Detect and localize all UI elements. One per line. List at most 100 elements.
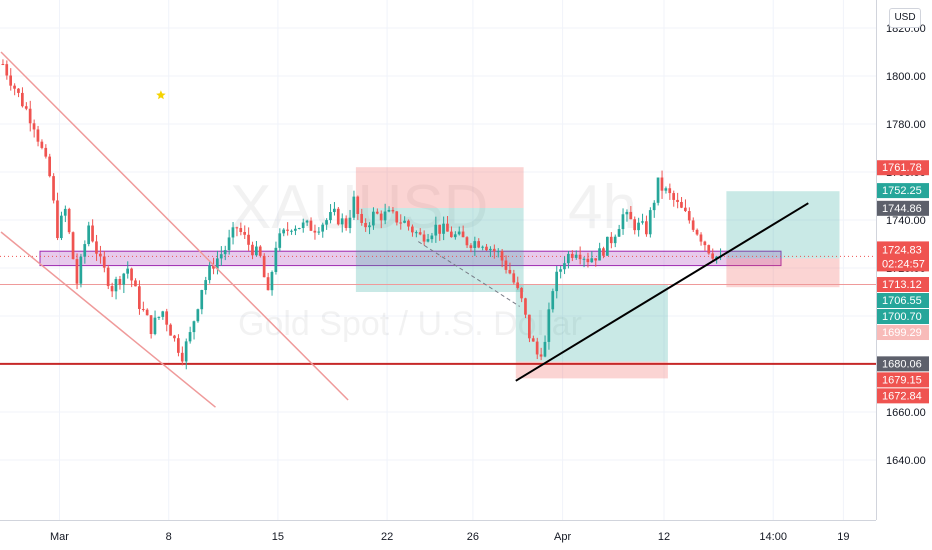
candle-body bbox=[329, 212, 332, 221]
candle-body bbox=[219, 254, 223, 259]
symbol-watermark: XAUUSD 4h Gold Spot / U.S. Dollar bbox=[230, 173, 637, 343]
profit-zone[interactable] bbox=[355, 208, 524, 292]
candle-body bbox=[648, 210, 652, 235]
candle-body bbox=[438, 224, 441, 234]
trend-drawings[interactable] bbox=[0, 51, 809, 408]
loss-zone[interactable] bbox=[515, 361, 668, 379]
price-axis-bg bbox=[876, 0, 932, 550]
candle-body bbox=[481, 246, 484, 248]
candle-body bbox=[297, 228, 301, 230]
candle-body bbox=[473, 241, 477, 248]
price-tag bbox=[877, 388, 929, 404]
channel-line[interactable] bbox=[0, 231, 216, 408]
candle-body bbox=[637, 222, 640, 231]
candle-body bbox=[695, 229, 699, 235]
candle-body bbox=[621, 214, 625, 230]
currency-button[interactable]: USD bbox=[889, 8, 921, 28]
candle-body bbox=[192, 321, 196, 333]
candle-body bbox=[539, 354, 543, 357]
candle-body bbox=[512, 273, 516, 283]
horizontal-lines[interactable] bbox=[0, 255, 876, 365]
candle-body bbox=[606, 236, 609, 256]
candle-body bbox=[24, 106, 28, 109]
last-price-label: 1724.83 bbox=[882, 244, 922, 256]
candle-body bbox=[309, 220, 313, 231]
candle-body bbox=[703, 241, 707, 246]
candle-body bbox=[204, 280, 207, 291]
candle-body bbox=[707, 245, 711, 254]
candle-body bbox=[442, 223, 445, 234]
candle-body bbox=[247, 234, 250, 245]
countdown-label: 02:24:57 bbox=[882, 258, 925, 270]
candle-body bbox=[282, 229, 285, 234]
trend-line[interactable] bbox=[515, 202, 809, 382]
candle-body bbox=[348, 217, 352, 229]
candle-body bbox=[67, 208, 71, 233]
candle-body bbox=[395, 211, 399, 223]
candle-body bbox=[711, 253, 714, 259]
price-axis[interactable]: 1820.001800.001780.001760.001740.001720.… bbox=[876, 0, 932, 550]
candle-body bbox=[641, 221, 644, 223]
candle-body bbox=[668, 188, 672, 194]
price-tag bbox=[877, 160, 929, 176]
candle-body bbox=[56, 200, 59, 239]
candle-body bbox=[173, 335, 176, 339]
price-tag-label: 1752.25 bbox=[882, 185, 922, 197]
time-tick-label: 14:00 bbox=[759, 531, 787, 543]
time-tick-label: 12 bbox=[658, 531, 670, 543]
candle-body bbox=[360, 213, 363, 223]
candle-body bbox=[492, 248, 496, 252]
price-tag bbox=[877, 309, 929, 325]
candle-body bbox=[325, 220, 328, 225]
profit-zone[interactable] bbox=[726, 191, 840, 259]
candle-body bbox=[278, 233, 282, 248]
candle-body bbox=[28, 108, 32, 124]
candle-body bbox=[333, 208, 336, 213]
price-tick-label: 1640.00 bbox=[886, 455, 926, 467]
candle-body bbox=[356, 196, 360, 214]
candle-body bbox=[547, 309, 551, 342]
candle-body bbox=[36, 129, 40, 142]
price-tick-label: 1780.00 bbox=[886, 119, 926, 131]
candle-body bbox=[387, 209, 391, 212]
candle-body bbox=[403, 220, 406, 223]
price-tag-label: 1699.29 bbox=[882, 327, 922, 339]
price-tag-label: 1761.78 bbox=[882, 162, 922, 174]
loss-zone[interactable] bbox=[726, 258, 840, 288]
candle-body bbox=[87, 225, 90, 245]
candle-body bbox=[184, 341, 188, 362]
time-tick-label: 19 bbox=[837, 531, 849, 543]
candle-body bbox=[344, 218, 348, 229]
loss-zone[interactable] bbox=[355, 167, 524, 208]
time-tick-label: 15 bbox=[272, 531, 284, 543]
channel-line[interactable] bbox=[0, 51, 349, 401]
drawing-zones[interactable] bbox=[39, 167, 840, 379]
price-tag-label: 1672.84 bbox=[882, 390, 922, 402]
candle-body bbox=[617, 229, 621, 237]
candle-body bbox=[1, 64, 5, 65]
candle-body bbox=[95, 241, 98, 254]
candle-body bbox=[212, 265, 215, 269]
candle-body bbox=[321, 224, 324, 232]
candle-body bbox=[231, 227, 235, 238]
watermark-ticker: XAUUSD bbox=[230, 173, 488, 242]
candle-body bbox=[496, 251, 500, 253]
price-tick-label: 1800.00 bbox=[886, 71, 926, 83]
candle-body bbox=[461, 231, 465, 238]
candle-body bbox=[629, 211, 633, 220]
candle-body bbox=[450, 231, 453, 238]
candle-body bbox=[645, 221, 648, 235]
candle-body bbox=[531, 338, 535, 342]
time-axis[interactable]: Mar 8 15 22 26 Apr 12 14:00 19 bbox=[0, 520, 876, 550]
candle-body bbox=[270, 271, 274, 291]
candle-body bbox=[664, 188, 668, 191]
candle-body bbox=[446, 223, 449, 232]
projection-dashed-line[interactable] bbox=[418, 241, 520, 307]
profit-zone[interactable] bbox=[515, 284, 668, 362]
candle-body bbox=[411, 226, 414, 233]
candle-body bbox=[418, 232, 422, 235]
candle-body bbox=[516, 282, 519, 288]
price-tags: 1761.781752.251744.861724.631713.121706.… bbox=[877, 160, 929, 404]
